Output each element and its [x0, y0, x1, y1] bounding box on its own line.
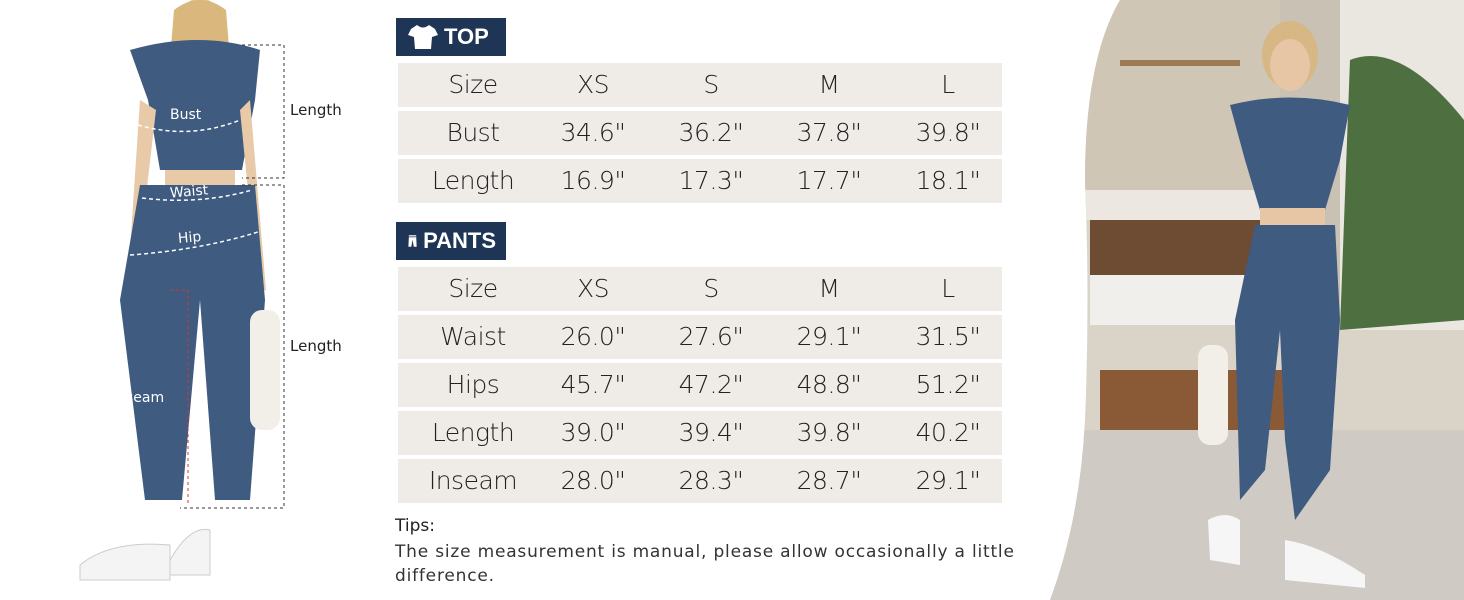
pants-section-tag: PANTS [396, 222, 506, 260]
table-row: Bust 34.6" 36.2" 37.8" 39.8" [398, 111, 1002, 155]
table-cell: 26.0" [560, 322, 626, 351]
table-cell: 28.3" [678, 466, 744, 495]
table-cell: 40.2" [915, 418, 981, 447]
table-cell: 45.7" [560, 370, 626, 399]
table-cell: L [941, 274, 955, 303]
table-cell: 39.0" [560, 418, 626, 447]
bust-label: Bust [170, 107, 202, 123]
inseam-label: Inseam [113, 390, 165, 406]
table-cell: 27.6" [678, 322, 744, 351]
table-cell: 28.0" [560, 466, 626, 495]
hip-label: Hip [177, 229, 202, 247]
row-label: Size [448, 70, 498, 99]
row-label: Size [448, 274, 498, 303]
table-cell: 31.5" [915, 322, 981, 351]
pants-length-label: Length [290, 337, 342, 355]
pants-header-row: Size XS S M L [398, 267, 1002, 311]
table-cell: M [818, 274, 840, 303]
table-cell: M [818, 70, 840, 99]
waist-label: Waist [169, 182, 209, 202]
table-row: Hips 45.7" 47.2" 48.8" 51.2" [398, 363, 1002, 407]
tips-text: The size measurement is manual, please a… [395, 542, 1015, 586]
table-cell: 48.8" [796, 370, 862, 399]
table-cell: 34.6" [560, 118, 626, 147]
top-section-title: TOP [444, 24, 489, 49]
table-cell: 17.7" [796, 166, 862, 195]
table-cell: 28.7" [796, 466, 862, 495]
row-label: Hips [446, 370, 500, 399]
top-header-row: Size XS S M L [398, 63, 1002, 107]
table-cell: 39.4" [678, 418, 744, 447]
table-row: Length 16.9" 17.3" 17.7" 18.1" [398, 159, 1002, 203]
table-cell: S [703, 274, 719, 303]
table-row: Length 39.0" 39.4" 39.8" 40.2" [398, 411, 1002, 455]
table-cell: XS [577, 70, 610, 99]
tshirt-icon [408, 25, 438, 49]
row-label: Inseam [428, 466, 518, 495]
table-cell: 47.2" [678, 370, 744, 399]
table-cell: 51.2" [915, 370, 981, 399]
table-cell: 16.9" [560, 166, 626, 195]
table-row: Waist 26.0" 27.6" 29.1" 31.5" [398, 315, 1002, 359]
table-cell: L [941, 70, 955, 99]
table-cell: 36.2" [678, 118, 744, 147]
top-length-label: Length [290, 101, 342, 119]
table-cell: 18.1" [915, 166, 981, 195]
pants-section-title: PANTS [423, 228, 496, 253]
table-row: Inseam 28.0" 28.3" 28.7" 29.1" [398, 459, 1002, 503]
table-cell: XS [577, 274, 610, 303]
row-label: Length [431, 166, 515, 195]
table-cell: 37.8" [796, 118, 862, 147]
row-label: Length [431, 418, 515, 447]
tips-title: Tips: [395, 516, 435, 536]
table-cell: 39.8" [915, 118, 981, 147]
model-lifestyle-photo [1050, 0, 1464, 600]
row-label: Bust [446, 118, 500, 147]
table-cell: 29.1" [796, 322, 862, 351]
pants-icon [408, 235, 417, 247]
table-cell: 29.1" [915, 466, 981, 495]
table-cell: S [703, 70, 719, 99]
table-cell: 39.8" [796, 418, 862, 447]
model-measurement-illustration [79, 0, 285, 581]
row-label: Waist [440, 322, 506, 351]
table-cell: 17.3" [678, 166, 744, 195]
top-section-tag: TOP [396, 18, 506, 56]
